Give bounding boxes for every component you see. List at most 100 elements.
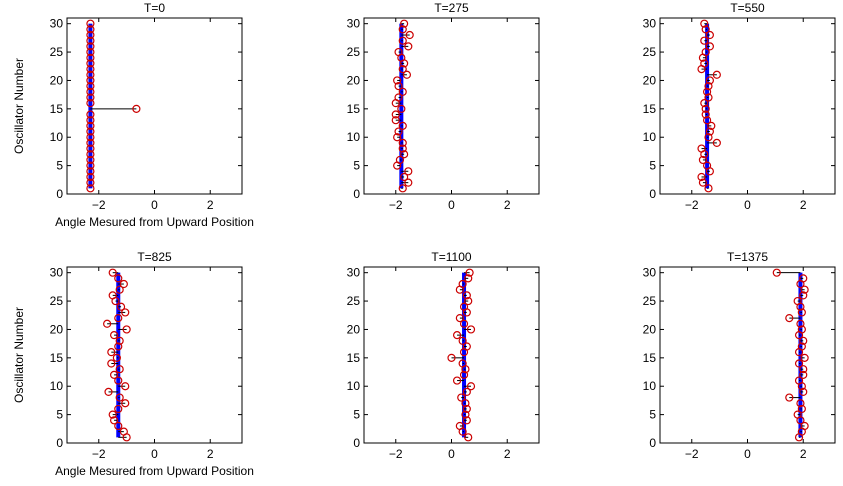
oscillator-point [132, 104, 141, 113]
oscillator-point [86, 133, 95, 142]
oscillator-point [86, 30, 95, 40]
x-tick-label: 2 [207, 447, 214, 461]
oscillator-point [103, 319, 112, 328]
oscillator-point [114, 421, 123, 431]
y-tick-label: 20 [50, 322, 64, 336]
oscillator-point [402, 70, 412, 79]
oscillator-point [115, 336, 124, 345]
oscillator-point [395, 155, 405, 165]
oscillator-point [799, 291, 808, 300]
subplot-title: T=275 [434, 1, 469, 15]
oscillator-point [458, 279, 467, 289]
oscillator-point [400, 172, 409, 182]
oscillator-point [108, 291, 117, 300]
oscillator-point [86, 42, 95, 51]
oscillator-point [86, 36, 95, 45]
y-tick-label: 0 [353, 436, 360, 450]
x-tick-label: 0 [744, 198, 751, 212]
oscillator-point [455, 421, 464, 431]
axes-box [363, 17, 540, 195]
oscillator-point [391, 116, 400, 125]
oscillator-point [86, 178, 95, 187]
oscillator-point [121, 308, 130, 317]
oscillator-point [107, 348, 116, 357]
oscillator-point [462, 416, 471, 425]
oscillator-point [464, 274, 473, 283]
y-tick-label: 30 [50, 17, 64, 31]
oscillator-point [462, 387, 471, 397]
oscillator-point [405, 30, 414, 40]
oscillator-point [466, 382, 476, 391]
y-tick-label: 30 [347, 266, 361, 280]
oscillator-point [122, 325, 131, 334]
oscillator-point [114, 404, 123, 414]
oscillator-point [121, 382, 130, 391]
y-tick-label: 15 [50, 102, 64, 116]
oscillator-point [698, 178, 708, 187]
x-tick-label: −2 [92, 198, 106, 212]
oscillator-point [705, 30, 714, 40]
x-tick-label: 2 [800, 198, 807, 212]
oscillator-point [461, 410, 470, 419]
x-tick-label: 0 [448, 447, 455, 461]
y-tick-label: 20 [50, 73, 64, 87]
oscillator-point [785, 393, 794, 402]
oscillator-point [86, 53, 95, 62]
oscillator-point [398, 64, 407, 74]
oscillator-point [86, 184, 95, 193]
oscillator-point [797, 325, 806, 334]
oscillator-point [394, 127, 403, 136]
oscillator-point [86, 127, 95, 136]
oscillator-point [86, 121, 95, 130]
oscillator-point [86, 47, 95, 57]
oscillator-point [114, 376, 123, 385]
oscillator-point [712, 138, 721, 148]
oscillator-point [462, 291, 471, 300]
oscillator-point [700, 36, 709, 45]
oscillator-point [698, 155, 708, 165]
oscillator-point [86, 167, 95, 176]
oscillator-point [701, 47, 710, 57]
oscillator-point [704, 82, 713, 91]
y-tick-label: 30 [347, 17, 361, 31]
oscillator-point [398, 36, 407, 45]
oscillator-point [394, 93, 403, 102]
oscillator-point [404, 167, 413, 176]
y-axis-label: Oscillator Number [12, 307, 26, 403]
y-tick-label: 5 [649, 408, 656, 422]
y-tick-label: 10 [643, 379, 657, 393]
y-tick-label: 20 [347, 322, 361, 336]
y-tick-label: 15 [643, 351, 657, 365]
oscillator-point [393, 76, 402, 85]
oscillator-point [398, 87, 407, 96]
y-tick-label: 25 [50, 294, 64, 308]
oscillator-point [394, 47, 403, 57]
axes-box [66, 266, 243, 444]
oscillator-point [799, 274, 808, 283]
oscillator-point [464, 296, 473, 306]
oscillator-point [697, 144, 706, 153]
oscillator-point [704, 133, 713, 142]
y-tick-label: 15 [50, 351, 64, 365]
y-tick-label: 25 [643, 45, 657, 59]
oscillator-point [712, 70, 721, 79]
y-tick-label: 5 [56, 159, 63, 173]
y-tick-label: 25 [347, 294, 361, 308]
x-tick-label: −2 [389, 198, 403, 212]
y-tick-label: 10 [347, 130, 361, 144]
oscillator-point [800, 285, 809, 294]
oscillator-point [459, 319, 469, 328]
oscillator-point [86, 150, 95, 159]
oscillator-point [797, 308, 806, 317]
oscillator-point [457, 393, 466, 402]
oscillator-point [86, 110, 95, 119]
y-tick-label: 10 [50, 379, 64, 393]
oscillator-point [705, 42, 714, 51]
oscillator-point [86, 93, 95, 102]
